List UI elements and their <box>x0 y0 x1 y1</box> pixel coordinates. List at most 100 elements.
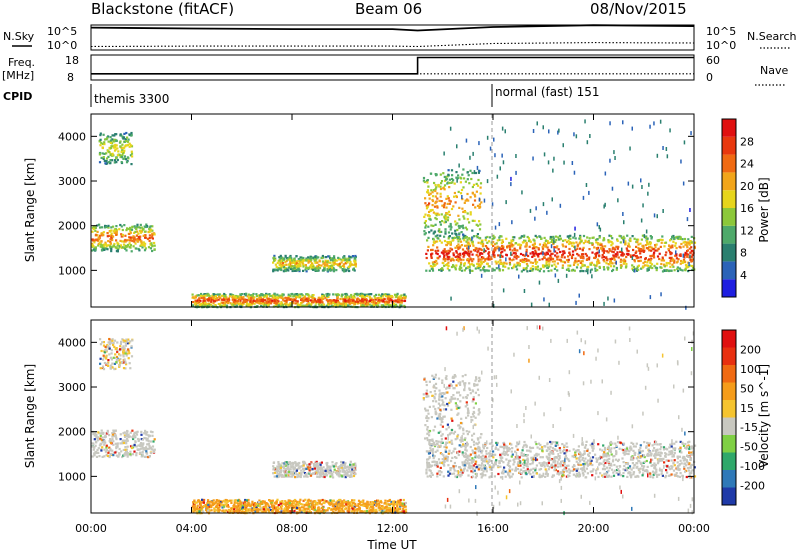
echo-cell <box>326 292 329 296</box>
echo-cell <box>123 453 126 457</box>
echo-cell <box>294 461 297 464</box>
echo-cell <box>403 297 406 300</box>
echo-cell <box>428 202 431 205</box>
echo-cell <box>559 203 562 208</box>
echo-cell <box>124 342 127 345</box>
echo-cell <box>124 247 127 250</box>
echo-cell <box>333 261 336 265</box>
echo-cell <box>286 258 289 261</box>
echo-cell <box>289 302 292 305</box>
echo-cell <box>343 298 346 301</box>
echo-cell <box>261 298 265 301</box>
echo-cell <box>211 298 215 301</box>
echo-cell <box>432 224 435 227</box>
echo-cell <box>103 248 106 251</box>
echo-cell <box>526 264 529 267</box>
echo-cell <box>93 241 96 244</box>
freq-low: 8 <box>67 71 74 84</box>
echo-cell <box>126 140 130 143</box>
echo-cell <box>446 195 449 198</box>
echo-cell <box>647 191 649 196</box>
echo-cell <box>310 296 313 299</box>
echo-cell <box>429 192 432 195</box>
echo-cell <box>482 267 485 270</box>
echo-cell <box>123 157 126 160</box>
echo-cell <box>295 262 298 265</box>
echo-cell <box>140 226 143 229</box>
echo-cell <box>542 125 544 130</box>
echo-cell <box>687 238 690 241</box>
echo-cell <box>527 259 530 262</box>
echo-cell <box>295 266 298 269</box>
echo-cell <box>427 236 430 239</box>
echo-cell <box>432 189 435 192</box>
echo-cell <box>443 221 446 224</box>
echo-cell <box>212 302 215 305</box>
echo-cell <box>437 185 440 188</box>
echo-cell <box>608 234 611 237</box>
echo-cell <box>118 228 121 231</box>
echo-cell <box>457 255 460 259</box>
echo-cell <box>309 474 313 477</box>
echo-cell <box>109 356 112 359</box>
echo-cell <box>248 298 251 301</box>
echo-cell <box>534 252 537 255</box>
echo-cell <box>146 443 149 446</box>
echo-cell <box>693 246 696 250</box>
echo-cell <box>607 241 610 244</box>
echo-cell <box>642 261 645 265</box>
echo-cell <box>529 261 532 264</box>
echo-cell <box>479 269 482 272</box>
cpid-row: CPID themis 3300 normal (fast) 151 <box>3 84 599 107</box>
echo-cell <box>294 296 298 300</box>
echo-cell <box>424 224 428 227</box>
echo-cell <box>118 447 121 451</box>
echo-cell <box>332 261 335 264</box>
echo-cell <box>558 238 561 241</box>
echo-cell <box>548 129 550 134</box>
echo-cell <box>201 304 204 307</box>
echo-cell <box>602 237 605 240</box>
echo-cell <box>484 258 487 261</box>
echo-cell <box>349 298 352 301</box>
echo-cell <box>602 251 605 254</box>
echo-cell <box>100 432 103 435</box>
echo-cell <box>93 434 96 437</box>
echo-cell <box>105 247 108 250</box>
echo-cell <box>331 259 335 262</box>
echo-cell <box>272 268 275 271</box>
echo-cell <box>524 239 527 242</box>
echo-cell <box>214 300 217 303</box>
echo-cell <box>428 193 431 196</box>
echo-cell <box>479 205 482 209</box>
echo-cell <box>430 172 433 175</box>
echo-cell <box>261 302 264 305</box>
echo-cell <box>374 500 377 503</box>
echo-cell <box>623 258 626 261</box>
echo-cell <box>440 230 443 233</box>
echo-cell <box>451 239 454 242</box>
echo-cell <box>589 263 592 266</box>
echo-cell <box>239 302 242 305</box>
freq-panel: Freq. [MHz] 18 8 60 0 Nave <box>2 54 788 86</box>
echo-cell <box>606 266 609 269</box>
echo-cell <box>113 159 116 162</box>
echo-cell <box>152 440 155 443</box>
echo-cell <box>572 241 575 244</box>
echo-cell <box>135 452 138 455</box>
echo-cell <box>628 245 631 248</box>
echo-cell <box>96 224 99 227</box>
echo-cell <box>98 234 102 237</box>
echo-cell <box>316 467 320 470</box>
echo-cell <box>631 264 634 267</box>
echo-cell <box>655 269 658 272</box>
echo-cell <box>326 260 329 263</box>
series-nsky-line <box>90 24 695 32</box>
echo-cell <box>320 264 323 267</box>
echo-cell <box>135 454 138 457</box>
echo-cell <box>425 207 429 210</box>
echo-cell <box>579 266 583 269</box>
echo-cell <box>321 498 324 502</box>
echo-cell <box>606 259 609 262</box>
echo-cell <box>564 239 567 242</box>
